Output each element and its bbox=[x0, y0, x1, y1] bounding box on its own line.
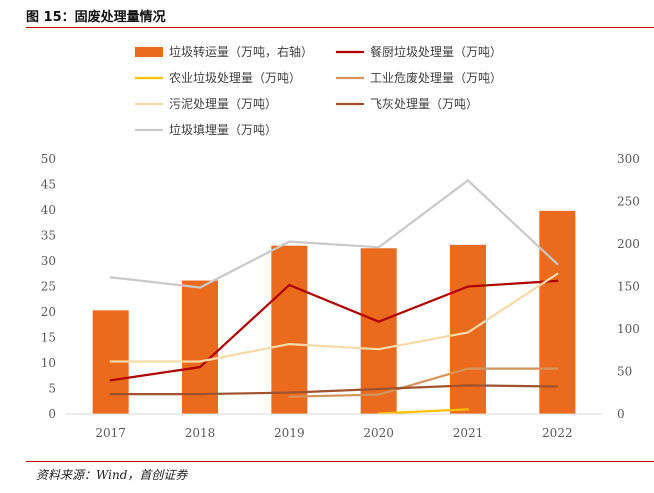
y-left-tick-label: 40 bbox=[41, 203, 56, 217]
y-right-tick-label: 200 bbox=[617, 237, 640, 251]
x-tick-label: 2019 bbox=[274, 426, 305, 440]
bar-2022 bbox=[539, 210, 576, 414]
y-left-tick-label: 30 bbox=[41, 254, 56, 268]
legend-label: 垃圾转运量（万吨，右轴） bbox=[169, 44, 313, 59]
y-right-tick-label: 150 bbox=[617, 280, 640, 294]
y-left-tick-label: 5 bbox=[48, 382, 56, 396]
y-left-tick-label: 45 bbox=[41, 178, 56, 192]
series-line-6 bbox=[109, 179, 559, 289]
title-rule bbox=[26, 27, 654, 28]
y-left-tick-label: 35 bbox=[41, 229, 56, 243]
x-tick-label: 2018 bbox=[185, 426, 216, 440]
x-tick-label: 2020 bbox=[363, 426, 394, 440]
legend-label: 工业危废处理量（万吨） bbox=[370, 70, 502, 85]
y-right-tick-label: 100 bbox=[617, 322, 640, 336]
legend-label: 飞灰处理量（万吨） bbox=[370, 97, 478, 111]
legend-label: 垃圾填埋量（万吨） bbox=[169, 122, 277, 137]
bar-2020 bbox=[360, 248, 397, 414]
y-left-tick-label: 15 bbox=[41, 331, 56, 345]
legend-label: 污泥处理量（万吨） bbox=[169, 97, 277, 111]
x-tick-label: 2017 bbox=[95, 426, 126, 440]
legend-swatch bbox=[135, 47, 163, 57]
y-right-tick-label: 250 bbox=[617, 195, 640, 209]
source-rule bbox=[26, 461, 654, 462]
y-left-tick-label: 25 bbox=[41, 280, 56, 294]
bar-2018 bbox=[182, 280, 218, 414]
lines-layer bbox=[109, 179, 559, 415]
source-note: 资料来源：Wind，首创证券 bbox=[36, 468, 188, 482]
bars-layer bbox=[92, 210, 576, 414]
series-line-2 bbox=[377, 408, 470, 415]
y-right-tick-label: 0 bbox=[617, 407, 625, 421]
legend: 垃圾转运量（万吨，右轴） 餐厨垃圾处理量（万吨） 农业垃圾处理量（万吨） 工业危废处理… bbox=[135, 44, 502, 137]
bar-2021 bbox=[450, 244, 486, 414]
series-line-3 bbox=[288, 367, 559, 398]
series-line-4 bbox=[109, 272, 559, 363]
figure-title: 图 15：固废处理量情况 bbox=[26, 10, 166, 25]
y-left-tick-label: 20 bbox=[41, 305, 56, 319]
y-left-tick-label: 0 bbox=[48, 407, 56, 421]
series-line-5 bbox=[109, 384, 559, 396]
series-line-1 bbox=[109, 279, 559, 382]
legend-label: 餐厨垃圾处理量（万吨） bbox=[370, 44, 502, 59]
y-left-tick-label: 10 bbox=[41, 356, 56, 370]
x-tick-label: 2022 bbox=[542, 426, 573, 440]
x-tick-label: 2021 bbox=[453, 426, 484, 440]
y-right-tick-label: 300 bbox=[617, 152, 640, 166]
legend-label: 农业垃圾处理量（万吨） bbox=[169, 70, 301, 85]
axes-layer: 0 5 10 15 20 25 30 35 40 45 50 0 50 100 150 200 250 300 20… bbox=[41, 152, 640, 440]
y-right-tick-label: 50 bbox=[617, 365, 632, 379]
bar-2019 bbox=[271, 245, 308, 414]
y-left-tick-label: 50 bbox=[41, 152, 56, 166]
